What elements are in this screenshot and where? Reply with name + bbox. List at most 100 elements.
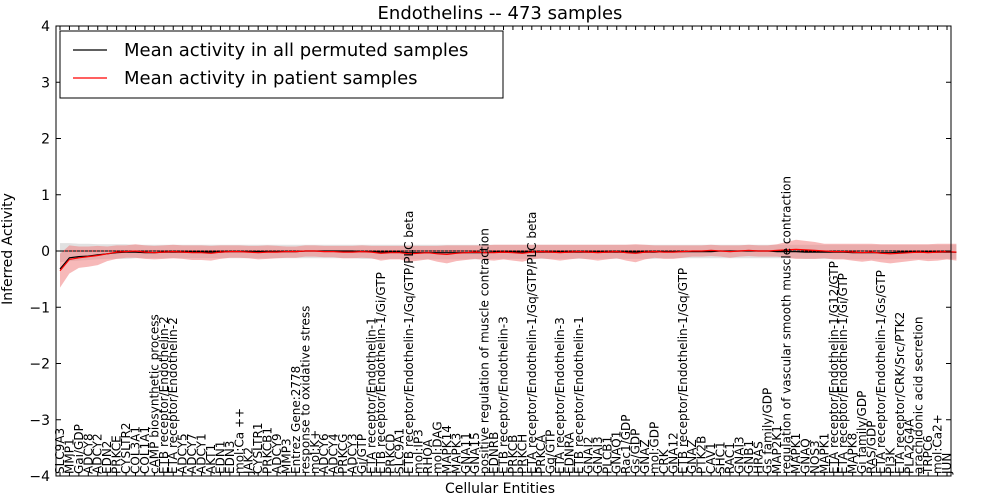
x-tick-label: ETB receptor/Endothelin-1 <box>572 316 586 474</box>
x-tick-label: MAPK8 <box>846 433 860 474</box>
x-tick-label: ETA receptor/Endothelin-3 <box>553 317 567 474</box>
y-tick-label: −3 <box>29 413 50 429</box>
x-tick-label: PRKCA <box>534 434 548 474</box>
x-tick-label: PLA2G4A <box>902 418 916 474</box>
x-tick-label: PTK2B <box>695 436 709 474</box>
x-tick-label: EDN3 <box>223 441 237 474</box>
x-tick-label: mol:IP3 <box>412 429 426 474</box>
legend-label-permuted: Mean activity in all permuted samples <box>124 40 468 61</box>
x-tick-label: NOS3 <box>808 440 822 474</box>
x-tick-label: GNA12 <box>666 432 680 474</box>
x-tick-label: HRAS <box>751 441 765 474</box>
x-tick-label: RAC1 <box>723 442 737 474</box>
x-tick-label: RHOA <box>421 438 435 474</box>
x-tick-label: PRKCE <box>110 435 124 474</box>
x-tick-label: ETA receptor/Endothelin-1/Gi/GTP <box>836 273 850 474</box>
x-tick-label: COL3A1 <box>129 426 143 474</box>
y-tick-label: 4 <box>41 19 50 35</box>
x-tick-label: MAPK14 <box>440 425 454 474</box>
y-tick-label: −2 <box>29 357 50 373</box>
x-tick-label: regulation of vascular smooth muscle con… <box>780 176 794 474</box>
x-tick-label: cAMP biosynthetic process <box>147 314 161 474</box>
x-tick-label: ETA receptor/CRK/Src/PTK2 <box>893 312 907 474</box>
x-tick-label: MAPK1 <box>817 433 831 474</box>
x-tick-label: Entrez Gene:2778 <box>289 366 303 474</box>
band-patient <box>60 239 957 288</box>
x-tick-label: Rac1/GDP <box>619 415 633 474</box>
legend-frame <box>59 30 504 99</box>
x-tick-label: GNB1 <box>742 440 756 474</box>
x-tick-label: CYSLTR1 <box>251 423 265 474</box>
x-tick-label: RAS/GDP <box>865 421 879 475</box>
x-tick-label: ETB receptor/Endothelin-1/Gq/GTP/PLC bet… <box>402 211 416 474</box>
y-tick-label: −4 <box>29 469 50 485</box>
x-tick-label: TRPC6 <box>921 435 935 475</box>
x-tick-label: EDNRA <box>563 431 577 474</box>
x-tick-label: response to oxidative stress <box>298 306 312 474</box>
x-tick-label: MAPK3 <box>449 433 463 474</box>
x-tick-label: ADCY2 <box>91 433 105 474</box>
x-tick-label: MMP3 <box>280 438 294 474</box>
y-tick-label: −1 <box>29 300 50 316</box>
x-tick-label: MMP1 <box>62 438 76 474</box>
x-tick-label: ETA receptor/Endothelin-2 <box>166 317 180 474</box>
x-tick-label: PRKCB <box>506 435 520 474</box>
x-tick-label: ADCY9 <box>270 433 284 474</box>
x-tick-label: SHC1 <box>714 441 728 474</box>
x-tick-label: mol:GDP <box>648 422 662 474</box>
x-tick-label: ETA receptor/Endothelin-1 <box>364 317 378 474</box>
x-tick-label: ETB receptor/Endothelin-1/Gq/GTP <box>676 268 690 474</box>
x-tick-label: ADCY7 <box>185 433 199 474</box>
x-tick-label: GNAZ <box>638 439 652 474</box>
x-tick-label: CAV1 <box>704 442 718 474</box>
x-tick-label: Gai/GDP <box>72 424 86 474</box>
y-tick-label: 1 <box>41 188 50 204</box>
x-tick-label: MAP2K1 <box>770 425 784 474</box>
x-tick-label: JAK2 <box>242 447 256 475</box>
x-tick-label: ETB receptor/Endothelin-2 <box>157 316 171 474</box>
x-tick-label: MAPK1 <box>789 433 803 474</box>
x-tick-label: GNA15 <box>468 432 482 474</box>
x-tick-label: mol:Ca2+ <box>931 414 945 474</box>
series-lines <box>59 248 957 272</box>
confidence-bands <box>60 239 957 288</box>
x-tick-label: ETA receptor/Endothelin-1/Gs/GTP <box>874 270 888 474</box>
x-tick-label: Gs family/GDP <box>761 388 775 474</box>
x-tick-label: JUN <box>940 453 954 475</box>
x-tick-label: GNAI3 <box>591 436 605 474</box>
x-tick-label: GNAQ <box>799 438 813 474</box>
x-tick-label: PRKCH <box>515 434 529 474</box>
x-tick-label: ETA receptor/Endothelin-1/G12/GTP <box>827 261 841 474</box>
x-tick-label: CYSLTR2 <box>119 423 133 474</box>
plot-frame <box>55 25 952 477</box>
x-tick-label: ADCY6 <box>317 433 331 474</box>
y-axis-label: Inferred Activity <box>0 193 16 305</box>
x-tick-label: COL1A1 <box>138 426 152 474</box>
x-tick-label: GNAI2 <box>581 436 595 474</box>
x-tick-label: PLCB1 <box>600 436 614 474</box>
x-tick-label: CRK <box>657 448 671 474</box>
x-tick-label: Gi/GTP <box>355 434 369 474</box>
x-tick-label: GNAQ1 <box>610 431 624 474</box>
x-tick-label: EDNRB <box>487 432 501 474</box>
x-tick-label: ETA receptor/Endothelin-1/Gq/GTP/PLC bet… <box>525 212 539 474</box>
x-tick-label: PI3K <box>883 447 897 474</box>
x-tick-label: mol:DAG <box>430 421 444 474</box>
x-tick-label: ADCY8 <box>81 433 95 474</box>
x-tick-label: EDN2 <box>100 441 114 474</box>
x-tick-label: mol:Ca ++ <box>232 408 246 474</box>
x-tick-label: mol:K+ <box>308 430 322 474</box>
x-tick-labels: SLC9A3MMP1Gai/GDPADCY8ADCY2EDN2PRKCECYSL… <box>53 26 954 476</box>
x-tick-label: Gs/GDP <box>629 429 643 474</box>
chart-title: Endothelins -- 473 samples <box>378 3 623 24</box>
x-axis-label: Cellular Entities <box>445 481 555 497</box>
x-tick-label: ADCY3 <box>346 433 360 474</box>
x-tick-label: ETB receptor/Endothelin-1/Gi/GTP <box>374 272 388 474</box>
y-tick-label: 2 <box>41 132 50 148</box>
x-tick-label: AKT1 <box>204 444 218 474</box>
x-tick-label: ETB receptor/Endothelin-3 <box>497 316 511 474</box>
x-tick-label: Gi family/GDP <box>855 391 869 474</box>
x-tick-label: PRKCB1 <box>261 427 275 474</box>
y-tick-label: 3 <box>41 75 50 91</box>
x-tick-label: ADCY4 <box>327 433 341 474</box>
